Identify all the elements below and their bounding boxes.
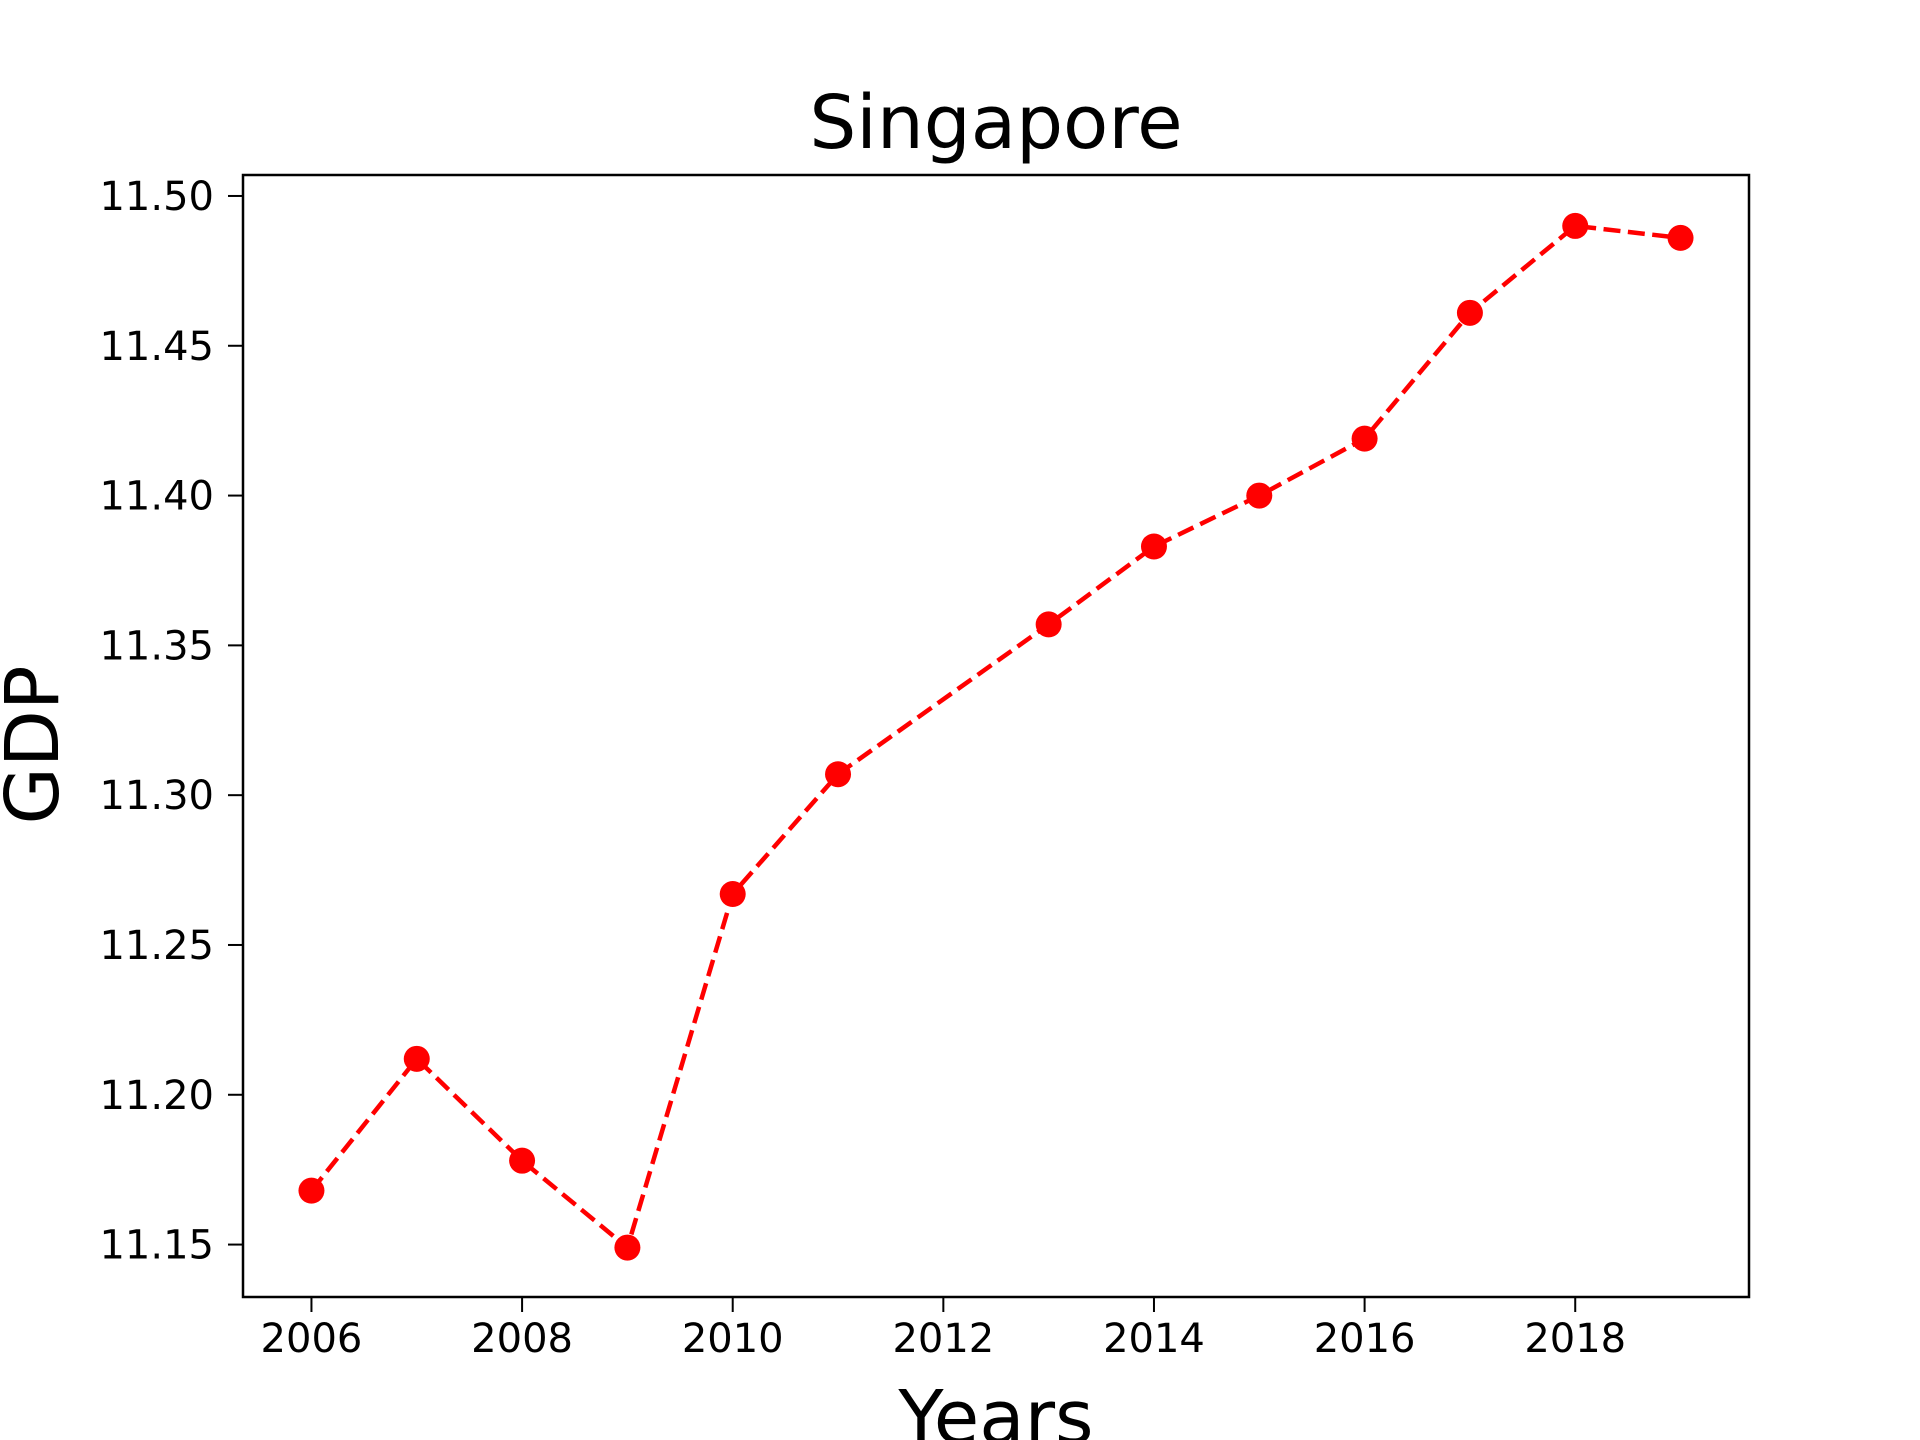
plot-frame xyxy=(241,173,1751,1299)
x-tick-label: 2012 xyxy=(892,1316,994,1362)
data-point xyxy=(298,1177,325,1204)
data-point xyxy=(1562,212,1589,239)
y-tick-label: 11.45 xyxy=(99,324,214,370)
data-point xyxy=(509,1147,536,1174)
data-point xyxy=(1456,299,1483,326)
y-tick-label: 11.50 xyxy=(99,174,214,220)
y-tick-label: 11.40 xyxy=(99,474,214,520)
x-tick-label: 2014 xyxy=(1103,1316,1205,1362)
x-tick-label: 2010 xyxy=(682,1316,784,1362)
data-point xyxy=(1246,482,1273,509)
x-tick-label: 2016 xyxy=(1314,1316,1416,1362)
y-tick-label: 11.20 xyxy=(99,1073,214,1119)
data-point xyxy=(1351,425,1378,452)
x-axis-title: Years xyxy=(897,1375,1093,1440)
chart-title: Singapore xyxy=(809,80,1182,166)
y-axis-title: GDP xyxy=(0,666,76,825)
x-tick-label: 2006 xyxy=(261,1316,363,1362)
data-point xyxy=(1667,224,1694,251)
data-point xyxy=(719,881,746,908)
y-tick-label: 11.30 xyxy=(99,773,214,819)
data-point xyxy=(614,1234,641,1261)
y-tick-label: 11.35 xyxy=(99,623,214,669)
plot-area: 2006 2008 2010 2012 2014 2016 2018 11.15 11.20 11… xyxy=(99,173,1751,1362)
data-point xyxy=(1140,533,1167,560)
series-line xyxy=(309,223,1681,1252)
data-point xyxy=(1035,611,1062,638)
data-point xyxy=(825,761,852,788)
x-tick-label: 2018 xyxy=(1524,1316,1626,1362)
x-tick-label: 2008 xyxy=(471,1316,573,1362)
y-tick-label: 11.15 xyxy=(99,1223,214,1269)
y-tick-label: 11.25 xyxy=(99,923,214,969)
data-point xyxy=(403,1045,430,1072)
